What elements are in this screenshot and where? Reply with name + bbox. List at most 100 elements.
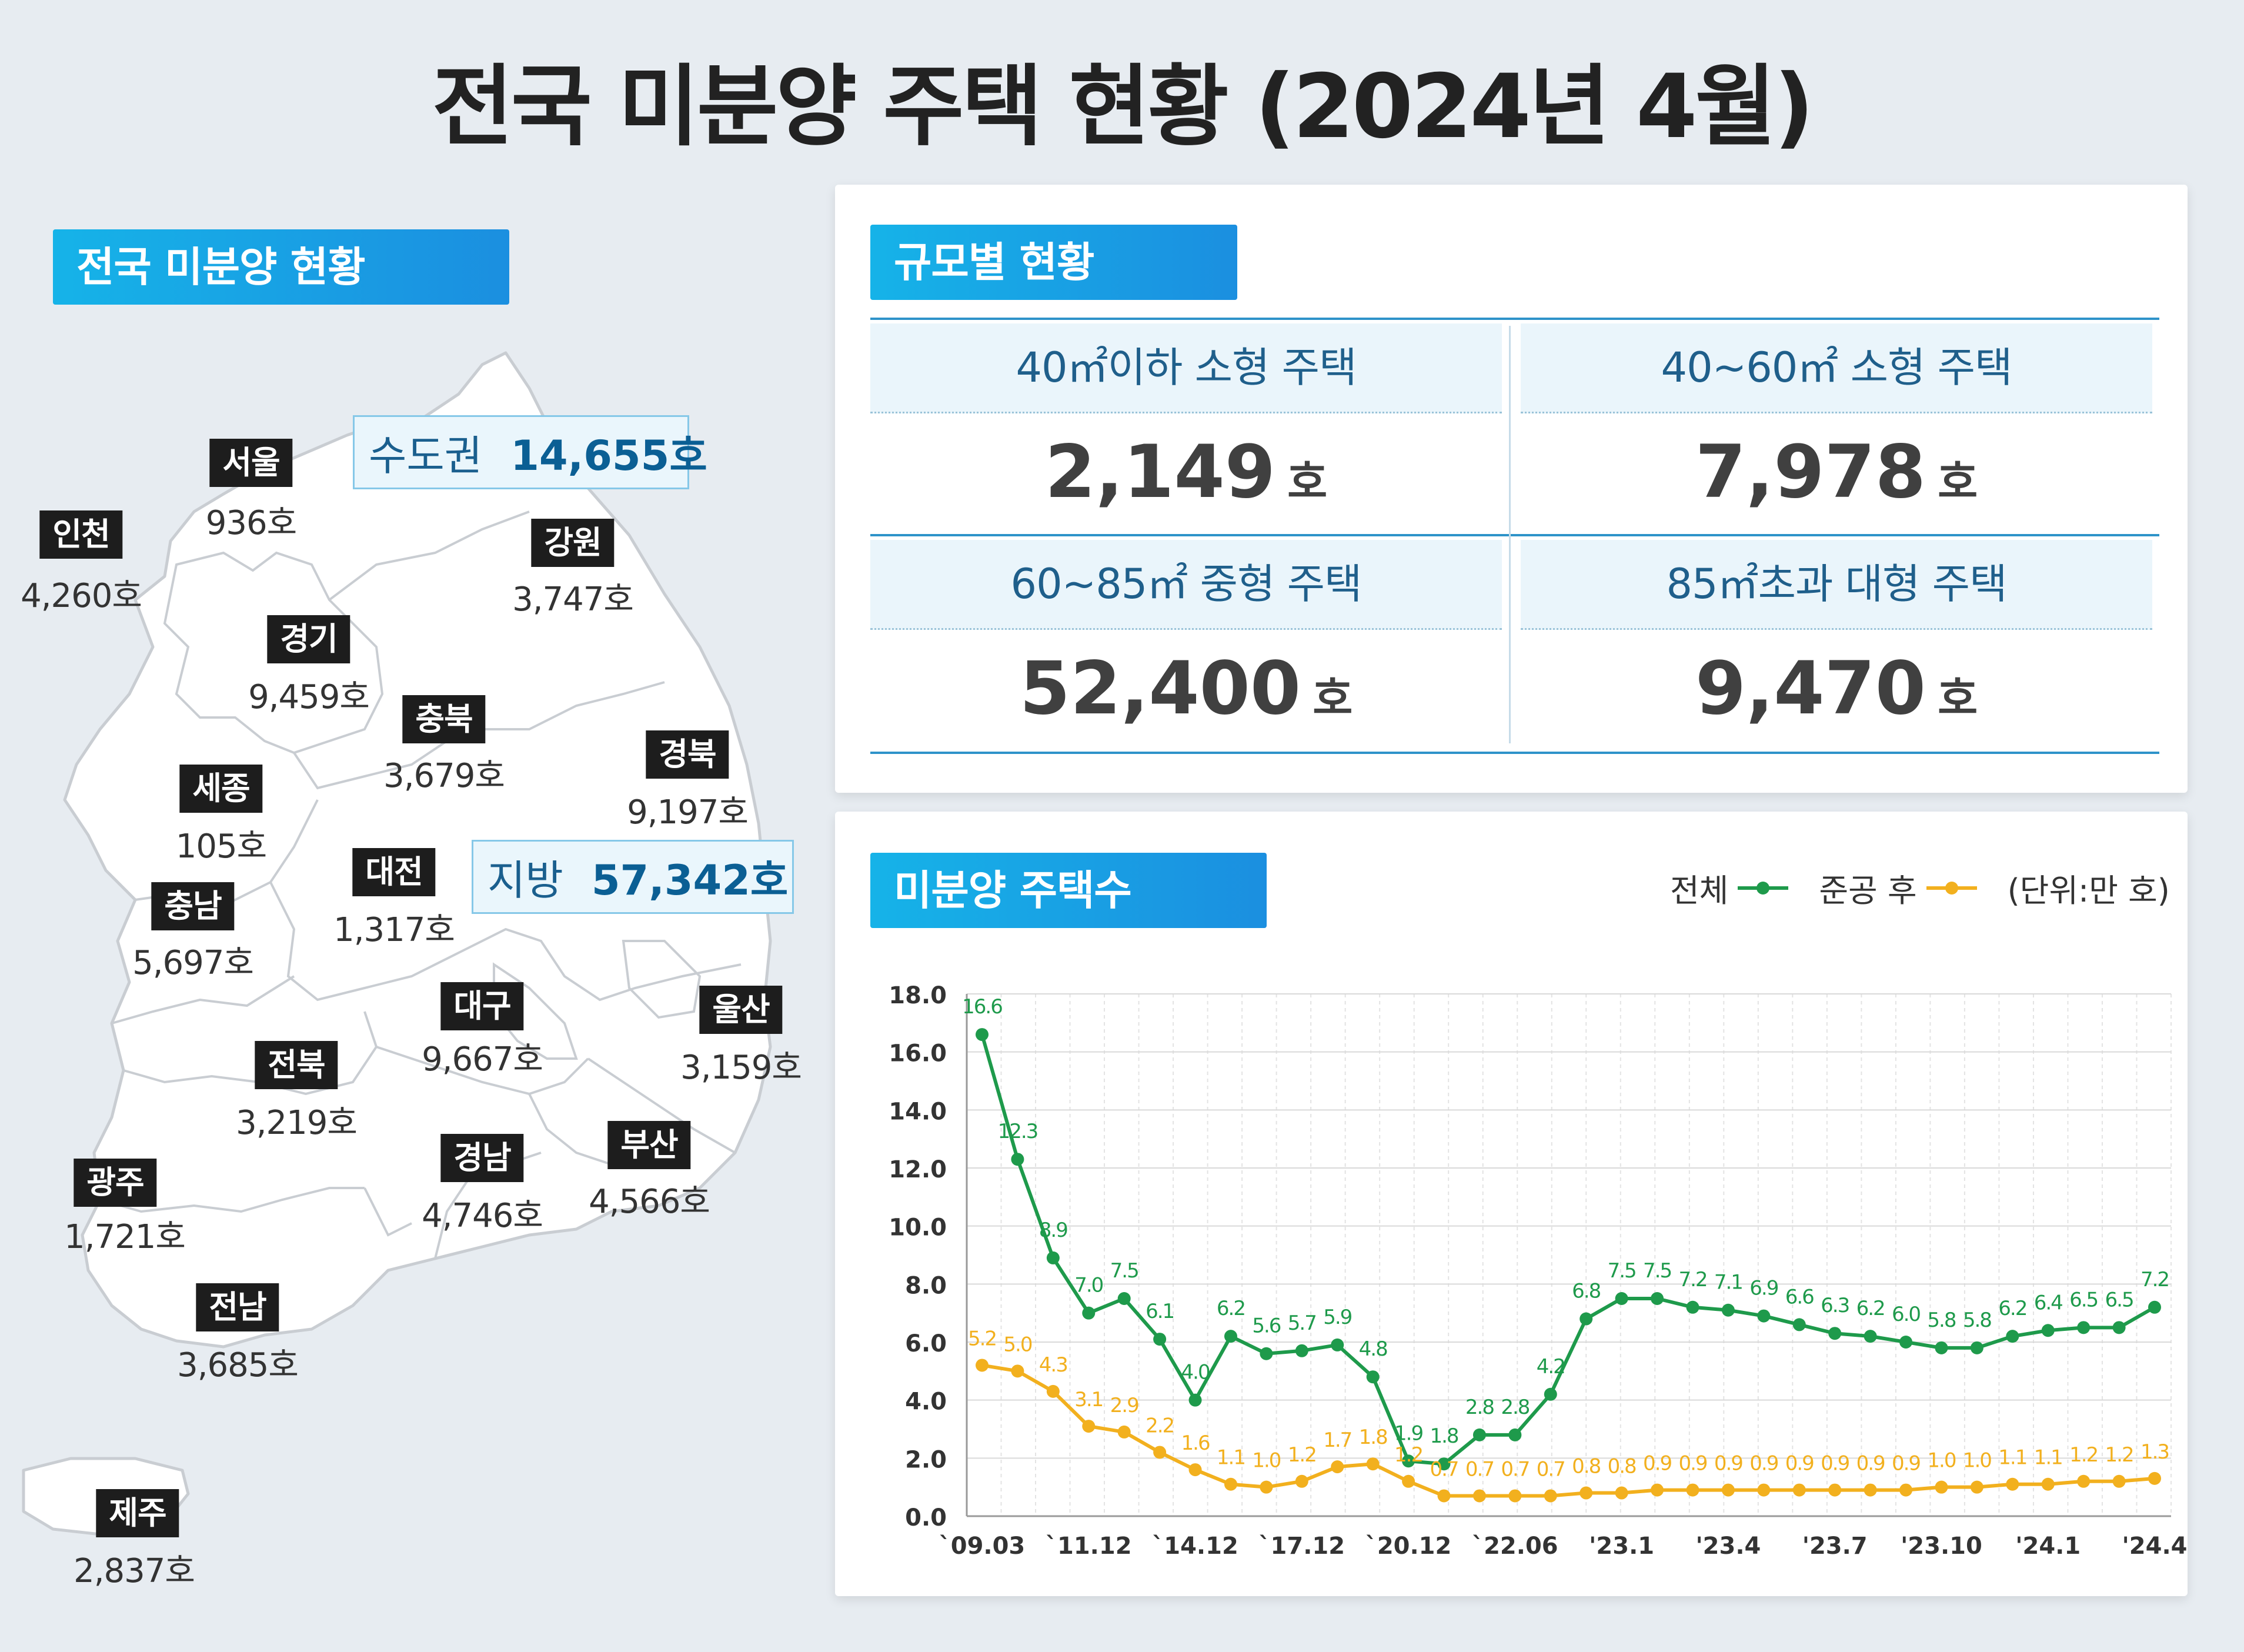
data-point-completed (2112, 1474, 2126, 1488)
unsold-line-chart: 0.0 2.0 4.0 6.0 8.0 10.0 12.0 14.0 16.0 18.0 `09.0… (889, 982, 2188, 1560)
data-label-completed: 1.1 (1217, 1446, 1245, 1470)
size-panel: 규모별 현황 40㎡이하 소형 주택 2,149 호 40~60㎡ 소형 주택 7… (835, 185, 2188, 793)
data-label-total: 5.7 (1288, 1311, 1316, 1335)
data-point-total (2112, 1321, 2126, 1334)
data-point-completed (1011, 1364, 1024, 1378)
region-value-daegu: 9,667호 (422, 1040, 543, 1079)
data-point-completed (1651, 1483, 1664, 1497)
data-label-completed: 1.8 (1359, 1426, 1387, 1449)
data-point-total (976, 1028, 989, 1042)
size-cell-value-row: 7,978 호 (1521, 413, 2152, 531)
data-point-completed (1828, 1483, 1842, 1497)
data-label-completed: 0.7 (1537, 1457, 1565, 1481)
data-point-total (2006, 1330, 2019, 1343)
data-label-completed: 0.9 (1714, 1452, 1742, 1476)
data-label-completed: 1.2 (1288, 1443, 1316, 1467)
capital-area-name: 수도권 (369, 431, 483, 480)
y-tick-label: 16.0 (889, 1040, 947, 1067)
size-cell-unit: 호 (1938, 457, 1978, 508)
data-label-total: 5.9 (1323, 1306, 1351, 1329)
data-label-completed: 1.6 (1181, 1431, 1210, 1455)
data-label-total: 6.8 (1572, 1280, 1600, 1303)
data-label-completed: 0.7 (1465, 1457, 1494, 1481)
data-label-total: 6.2 (1217, 1297, 1245, 1320)
data-label-total: 7.0 (1074, 1274, 1103, 1297)
region-value-sejong: 105호 (175, 827, 267, 866)
data-point-completed (1188, 1463, 1202, 1477)
data-label-total: 5.8 (1963, 1309, 1991, 1332)
data-point-completed (1544, 1489, 1557, 1503)
data-point-completed (1437, 1489, 1451, 1503)
data-label-completed: 1.3 (2141, 1440, 2169, 1464)
data-point-total (1864, 1330, 1877, 1343)
data-point-total (1899, 1336, 1913, 1349)
data-point-completed (1153, 1446, 1167, 1459)
data-label-completed: 0.8 (1608, 1455, 1636, 1479)
data-label-completed: 1.7 (1323, 1429, 1351, 1452)
region-label-gwangju: 광주 (74, 1159, 157, 1207)
data-label-completed: 1.2 (1394, 1443, 1422, 1467)
y-tick-label: 18.0 (889, 982, 947, 1009)
region-label-ulsan: 울산 (699, 986, 783, 1034)
data-label-total: 5.6 (1252, 1314, 1280, 1338)
size-table-mid-rule (870, 534, 2159, 536)
size-cell-unit: 호 (1938, 673, 1978, 724)
region-label-jeju: 제주 (96, 1489, 179, 1537)
data-point-total (1935, 1341, 1948, 1354)
legend-label-total: 전체 (1670, 872, 1729, 909)
data-label-completed: 1.0 (1252, 1449, 1280, 1473)
legend-item-total: 전체 (1670, 865, 1789, 911)
data-label-total: 6.6 (1785, 1285, 1814, 1309)
data-label-completed: 1.1 (1998, 1446, 2026, 1470)
data-label-total: 6.2 (1856, 1297, 1885, 1320)
x-tick-label: '24.4 (2122, 1533, 2188, 1560)
data-point-completed (1508, 1489, 1522, 1503)
data-label-total: 1.8 (1430, 1424, 1458, 1448)
data-point-completed (1402, 1474, 1415, 1488)
region-label-gangwon: 강원 (531, 519, 615, 567)
data-label-total: 6.0 (1892, 1303, 1920, 1326)
data-point-completed (1331, 1460, 1344, 1474)
capital-area-value: 14,655호 (510, 431, 707, 480)
data-point-total (2077, 1321, 2091, 1334)
provincial-area-value: 57,342호 (591, 856, 789, 905)
data-label-completed: 1.2 (2069, 1443, 2098, 1467)
x-tick-label: `22.06 (1472, 1533, 1558, 1560)
data-label-total: 6.5 (2069, 1288, 2098, 1311)
chart-legend: 전체 준공 후 (단위:만 호) (1670, 865, 2170, 911)
series-line-completed (981, 1363, 2155, 1498)
x-tick-label: `09.03 (939, 1533, 1026, 1560)
data-point-completed (1366, 1457, 1380, 1471)
region-label-gyeonggi: 경기 (267, 615, 350, 663)
region-label-seoul: 서울 (209, 439, 293, 487)
data-point-total (1686, 1300, 1699, 1314)
region-value-gangwon: 3,747호 (512, 580, 634, 619)
capital-area-box: 수도권 14,655호 (353, 415, 707, 489)
provincial-area-box: 지방 57,342호 (472, 840, 794, 914)
data-label-completed: 0.9 (1749, 1452, 1778, 1476)
size-table-divider (1509, 326, 1511, 743)
data-label-total: 7.5 (1643, 1259, 1671, 1283)
data-label-total: 2.8 (1501, 1396, 1529, 1419)
region-value-busan: 4,566호 (589, 1183, 710, 1221)
size-cell-unit: 호 (1313, 673, 1353, 724)
data-label-completed: 0.7 (1501, 1457, 1529, 1481)
data-point-completed (976, 1359, 989, 1372)
data-point-total (1082, 1306, 1096, 1320)
data-label-total: 6.1 (1146, 1300, 1174, 1323)
data-label-total: 7.2 (1678, 1268, 1707, 1291)
data-label-total: 4.8 (1359, 1337, 1387, 1361)
data-point-total (1757, 1309, 1771, 1323)
region-label-busan: 부산 (607, 1121, 691, 1169)
y-tick-label: 8.0 (905, 1272, 947, 1299)
data-point-total (1472, 1428, 1486, 1441)
data-point-total (1224, 1330, 1237, 1343)
data-point-total (1402, 1454, 1415, 1468)
data-point-total (1295, 1344, 1308, 1357)
data-label-total: 7.5 (1608, 1259, 1636, 1283)
region-value-gwangju: 1,721호 (64, 1218, 186, 1256)
size-cell-value-row: 2,149 호 (870, 413, 1502, 531)
x-tick-label: '23.4 (1695, 1533, 1761, 1560)
size-cell-value: 2,149 (1044, 430, 1276, 515)
data-point-completed (2077, 1474, 2091, 1488)
